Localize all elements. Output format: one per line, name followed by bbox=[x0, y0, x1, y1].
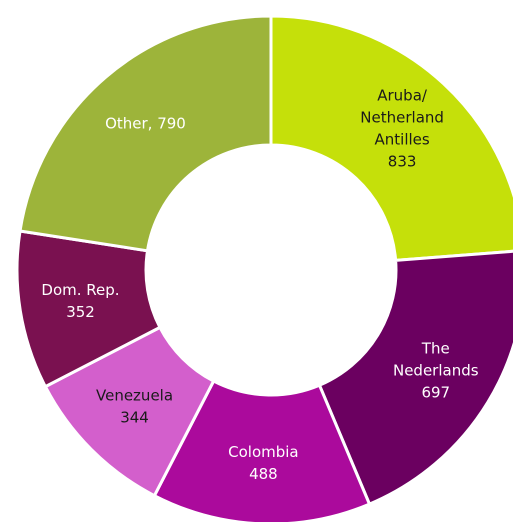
slice-label-the-nederlands: The Nederlands 697 bbox=[393, 340, 479, 402]
slice-label-other: Other, 790 bbox=[105, 114, 186, 132]
slice-label-dom-rep: Dom. Rep. 352 bbox=[41, 281, 119, 321]
slice-colombia bbox=[152, 379, 371, 522]
slices-group bbox=[15, 14, 513, 522]
labels-group: Aruba/Netherland Antilles 833 The Nederlands… bbox=[41, 86, 478, 482]
slice-aruba-netherland-antilles bbox=[269, 14, 513, 262]
slice-label-venezuela: Venezuela 344 bbox=[96, 386, 173, 426]
slice-the-nederlands bbox=[317, 249, 513, 506]
slice-label-aruba-netherland-antilles: Aruba/Netherland Antilles 833 bbox=[360, 86, 444, 170]
slice-other bbox=[18, 14, 273, 253]
slice-label-colombia: Colombia 488 bbox=[228, 443, 299, 483]
